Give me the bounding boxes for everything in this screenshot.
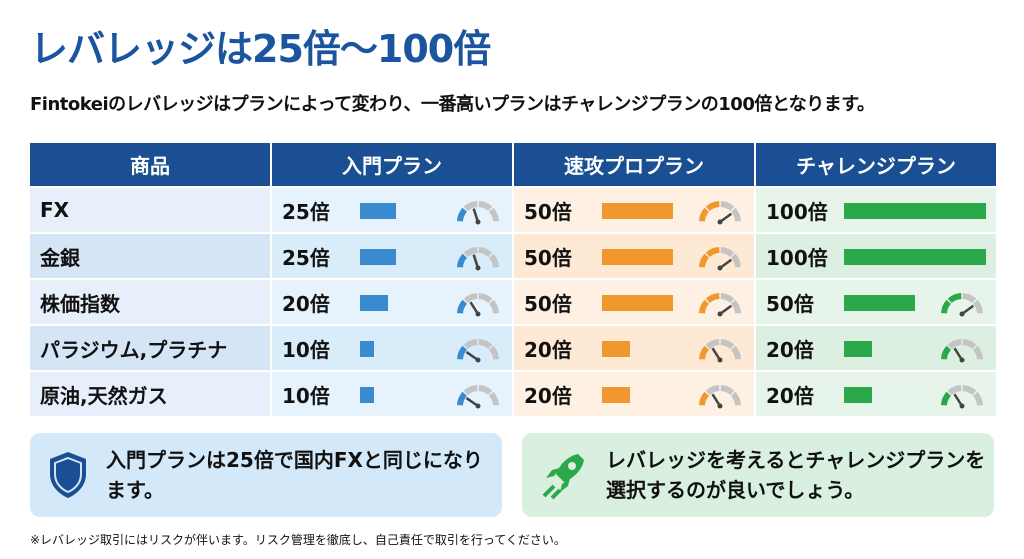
leverage-value: 50倍 (766, 291, 814, 316)
table-header: 商品 入門プラン 速攻プロプラン チャレンジプラン (30, 143, 996, 186)
gauge-icon (941, 385, 983, 409)
table-row: 株価指数 20倍 50倍 50倍 (30, 280, 996, 324)
note-entry-plan: 入門プランは25倍で国内FXと同じになります。 (30, 433, 502, 517)
rocket-icon (542, 454, 584, 500)
gauge-icon (699, 385, 741, 409)
leverage-cell: 50倍 (756, 280, 996, 324)
product-name: 金銀 (30, 234, 270, 278)
gauge-icon (457, 293, 499, 317)
leverage-bar (844, 203, 986, 219)
leverage-value: 50倍 (524, 245, 572, 270)
product-name: FX (30, 188, 270, 232)
header-entry-plan: 入門プラン (272, 143, 512, 186)
note-text: レバレッジを考えるとチャレンジプランを選択するのが良いでしょう。 (606, 448, 986, 502)
product-name: 株価指数 (30, 280, 270, 324)
leverage-table: 商品 入門プラン 速攻プロプラン チャレンジプラン FX 25倍 50倍 100倍 金銀… (30, 143, 996, 416)
leverage-value: 20倍 (766, 383, 814, 408)
gauge-icon (457, 247, 499, 271)
leverage-cell: 10倍 (272, 326, 512, 370)
note-text: 入門プランは25倍で国内FXと同じになります。 (106, 448, 483, 502)
leverage-cell: 10倍 (272, 372, 512, 416)
gauge-icon (941, 339, 983, 363)
gauge-icon (699, 293, 741, 317)
leverage-value: 100倍 (766, 245, 828, 270)
product-name: 原油,天然ガス (30, 372, 270, 416)
leverage-bar (602, 387, 631, 403)
table-row: FX 25倍 50倍 100倍 (30, 188, 996, 232)
leverage-value: 25倍 (282, 199, 330, 224)
leverage-cell: 20倍 (514, 372, 754, 416)
subtitle: Fintokeiのレバレッジはプランによって変わり、一番高いプランはチャレンジプ… (30, 94, 875, 115)
leverage-cell: 100倍 (756, 234, 996, 278)
header-challenge-plan: チャレンジプラン (756, 143, 996, 186)
leverage-value: 20倍 (766, 337, 814, 362)
leverage-value: 20倍 (524, 383, 572, 408)
leverage-bar (844, 387, 873, 403)
gauge-icon (457, 339, 499, 363)
page-title: レバレッジは25倍〜100倍 (30, 27, 491, 71)
product-name: パラジウム,プラチナ (30, 326, 270, 370)
leverage-bar (360, 341, 375, 357)
gauge-icon (941, 293, 983, 317)
leverage-cell: 50倍 (514, 188, 754, 232)
leverage-bar (844, 341, 873, 357)
footnote: ※レバレッジ取引にはリスクが伴います。リスク管理を徹底し、自己責任で取引を行って… (30, 533, 566, 547)
leverage-cell: 50倍 (514, 234, 754, 278)
leverage-value: 20倍 (524, 337, 572, 362)
shield-icon (50, 452, 86, 498)
gauge-icon (699, 201, 741, 225)
leverage-bar (360, 295, 389, 311)
leverage-cell: 50倍 (514, 280, 754, 324)
note-challenge-plan: レバレッジを考えるとチャレンジプランを選択するのが良いでしょう。 (522, 433, 994, 517)
leverage-cell: 20倍 (514, 326, 754, 370)
leverage-value: 25倍 (282, 245, 330, 270)
leverage-cell: 20倍 (756, 372, 996, 416)
leverage-bar (360, 249, 396, 265)
leverage-cell: 20倍 (756, 326, 996, 370)
leverage-cell: 25倍 (272, 188, 512, 232)
gauge-icon (457, 385, 499, 409)
leverage-bar (360, 203, 396, 219)
gauge-icon (699, 339, 741, 363)
leverage-value: 20倍 (282, 291, 330, 316)
leverage-cell: 100倍 (756, 188, 996, 232)
leverage-value: 100倍 (766, 199, 828, 224)
leverage-value: 50倍 (524, 199, 572, 224)
leverage-value: 10倍 (282, 383, 330, 408)
leverage-value: 50倍 (524, 291, 572, 316)
header-pro-plan: 速攻プロプラン (514, 143, 754, 186)
gauge-icon (457, 201, 499, 225)
leverage-cell: 25倍 (272, 234, 512, 278)
leverage-bar (844, 295, 915, 311)
gauge-icon (699, 247, 741, 271)
leverage-bar (602, 295, 673, 311)
header-product: 商品 (30, 143, 270, 186)
table-row: 原油,天然ガス 10倍 20倍 20倍 (30, 372, 996, 416)
table-row: 金銀 25倍 50倍 100倍 (30, 234, 996, 278)
leverage-bar (602, 341, 631, 357)
table-row: パラジウム,プラチナ 10倍 20倍 20倍 (30, 326, 996, 370)
leverage-bar (602, 203, 673, 219)
leverage-bar (602, 249, 673, 265)
leverage-bar (360, 387, 375, 403)
leverage-bar (844, 249, 986, 265)
leverage-value: 10倍 (282, 337, 330, 362)
leverage-cell: 20倍 (272, 280, 512, 324)
